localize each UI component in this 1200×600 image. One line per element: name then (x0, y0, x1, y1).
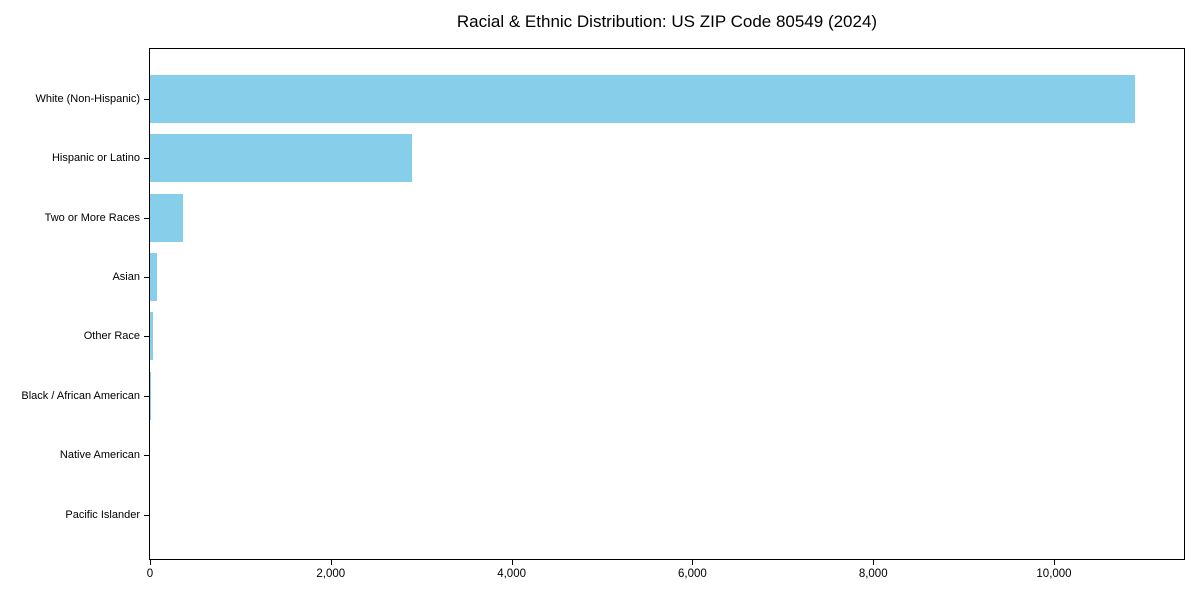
y-tick (144, 98, 149, 100)
x-axis-label-6000: 6,000 (678, 568, 707, 580)
x-tick (1054, 560, 1055, 565)
x-tick (511, 560, 513, 565)
x-tick (330, 560, 332, 565)
bar-hispanic-or-latino (150, 134, 413, 183)
y-axis-label-black-african-american: Black / African American (21, 389, 140, 402)
x-axis-label-10000: 10,000 (1036, 568, 1072, 580)
x-axis-label-2000: 2,000 (316, 568, 346, 580)
y-axis-label-hispanic-or-latino: Hispanic or Latino (51, 152, 140, 165)
bar-white-non-hispanic (150, 74, 1136, 123)
x-tick (873, 560, 875, 565)
x-axis-label-4000: 4,000 (497, 568, 526, 580)
y-tick (144, 276, 149, 278)
y-tick (144, 395, 149, 397)
y-tick (144, 336, 149, 338)
y-axis-label-two-or-more-races: Two or More Races (44, 211, 140, 224)
y-tick (144, 455, 149, 457)
bar-black-african-american (150, 371, 151, 420)
y-axis-label-pacific-islander: Pacific Islander (65, 508, 140, 521)
y-axis-label-native-american: Native American (59, 449, 140, 462)
bar-other-race (150, 312, 153, 361)
x-axis-label-0: 0 (146, 568, 154, 580)
y-axis-label-other-race: Other Race (83, 330, 140, 343)
chart-title: Racial & Ethnic Distribution: US ZIP Cod… (456, 12, 878, 31)
bar-two-or-more-races (150, 193, 183, 242)
y-tick (144, 514, 149, 516)
bar-asian (150, 252, 158, 301)
plot-area (149, 48, 1185, 560)
x-axis-label-8000: 8,000 (858, 568, 888, 580)
x-tick (692, 560, 694, 565)
x-tick (150, 560, 151, 565)
y-tick (144, 158, 149, 160)
y-tick (144, 217, 149, 219)
y-axis-label-asian: Asian (112, 270, 140, 283)
y-axis-label-white-non-hispanic: White (Non-Hispanic) (35, 92, 140, 105)
